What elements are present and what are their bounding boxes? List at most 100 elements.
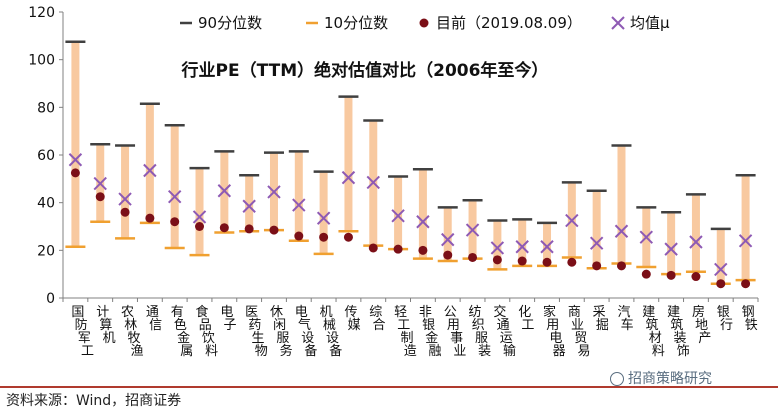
x-tick-label: 公用事业	[444, 305, 467, 359]
current-marker	[294, 231, 304, 241]
current-marker	[95, 192, 105, 202]
current-marker	[319, 232, 329, 242]
mean-marker	[316, 211, 331, 225]
current-marker	[592, 261, 602, 271]
x-tick-label: 采掘	[593, 305, 609, 333]
y-tick-label: 20	[37, 243, 55, 259]
current-marker	[716, 279, 726, 289]
mean-marker	[639, 230, 654, 244]
legend-label: 目前（2019.08.09）	[436, 14, 582, 32]
range-bar	[344, 96, 353, 232]
wechat-icon	[610, 372, 624, 386]
current-marker	[443, 250, 453, 260]
legend-swatch	[611, 16, 625, 30]
range-bar	[443, 207, 452, 262]
range-bar	[145, 103, 154, 223]
current-marker	[145, 213, 155, 223]
range-bar	[691, 194, 700, 272]
y-tick-label: 40	[37, 196, 55, 212]
range-bar	[543, 222, 552, 266]
range-bar	[195, 168, 204, 256]
mean-marker	[217, 184, 232, 198]
x-tick-label: 食品饮料	[196, 304, 219, 359]
range-bar	[394, 176, 403, 250]
x-tick-label: 建筑材料	[642, 305, 665, 359]
current-marker	[567, 257, 577, 267]
range-bar	[121, 145, 130, 239]
mean-marker	[93, 176, 107, 191]
current-marker	[219, 223, 229, 233]
x-tick-label: 传媒	[344, 305, 360, 333]
current-marker	[492, 255, 502, 265]
current-marker	[170, 217, 180, 227]
mean-marker	[68, 153, 83, 167]
current-marker	[70, 168, 80, 178]
mean-marker	[366, 175, 380, 190]
current-marker	[468, 252, 478, 262]
source-note: 资料来源：Wind，招商证券	[6, 393, 182, 409]
y-tick-label: 120	[28, 5, 55, 21]
mean-marker	[738, 234, 753, 248]
legend-label: 10分位数	[324, 14, 388, 32]
mean-marker	[192, 210, 207, 224]
x-tick-label: 国防军工	[71, 305, 94, 359]
x-tick-label: 汽车	[617, 305, 633, 333]
current-marker	[195, 222, 205, 231]
x-tick-labels: 国防军工计算机农林牧渔通信有色金属食品饮料电子医药生物休闲服务电气设备机械设备传…	[71, 304, 757, 359]
y-tick-label: 60	[37, 148, 55, 164]
range-bar	[667, 212, 676, 275]
range-bar	[245, 175, 254, 232]
mean-marker	[391, 209, 405, 223]
x-tick-label: 电子	[220, 305, 236, 333]
x-tick-label: 建筑装饰	[667, 305, 690, 359]
x-tick-label: 轻工制造	[394, 305, 417, 359]
x-tick-label: 通信	[146, 305, 162, 333]
mean-marker	[540, 240, 554, 254]
x-tick-label: 休闲服务	[270, 305, 293, 359]
current-marker	[542, 257, 552, 267]
x-tick-label: 房地产	[692, 304, 711, 346]
current-marker	[393, 244, 403, 254]
range-bar	[294, 151, 303, 241]
x-tick-label: 交通运输	[493, 304, 516, 359]
range-bar	[319, 171, 328, 254]
range-bar	[716, 228, 725, 284]
current-marker	[641, 269, 651, 279]
current-marker	[691, 272, 701, 282]
x-tick-label: 计算机	[96, 305, 115, 346]
current-marker	[244, 224, 254, 234]
legend-label: 90分位数	[198, 14, 262, 32]
mean-marker	[490, 241, 505, 255]
watermark: 招商策略研究	[610, 368, 712, 388]
range-bar	[170, 125, 179, 248]
current-marker	[120, 207, 130, 217]
mean-marker	[664, 242, 678, 256]
mean-marker	[589, 236, 604, 250]
y-tick-label: 100	[28, 53, 55, 69]
x-tick-label: 商业贸易	[568, 305, 591, 359]
mean-marker	[292, 198, 306, 212]
x-tick-label: 综合	[369, 305, 385, 333]
current-marker	[741, 279, 751, 289]
x-tick-label: 农林牧渔	[121, 305, 144, 359]
mean-marker	[689, 235, 703, 249]
chart-title: 行业PE（TTM）绝对估值对比（2006年至今）	[181, 60, 549, 81]
current-marker	[517, 256, 527, 266]
range-bar	[592, 190, 601, 269]
current-marker	[666, 270, 676, 280]
y-tick-label: 0	[46, 291, 55, 307]
x-tick-label: 医药生物	[245, 305, 268, 359]
x-tick-label: 有色金属	[171, 305, 194, 359]
range-bar	[518, 219, 527, 266]
mean-marker	[515, 240, 529, 254]
mean-marker	[118, 192, 132, 206]
mean-marker	[465, 223, 480, 237]
range-bar	[71, 41, 80, 247]
bottom-rule	[0, 386, 778, 388]
mean-marker	[167, 190, 182, 204]
range-bar	[741, 175, 750, 281]
y-axis: 0 20 40 60 80 100 120	[28, 5, 64, 307]
legend-label: 均值μ	[630, 14, 670, 32]
range-bar	[617, 145, 626, 264]
markers	[65, 40, 756, 289]
